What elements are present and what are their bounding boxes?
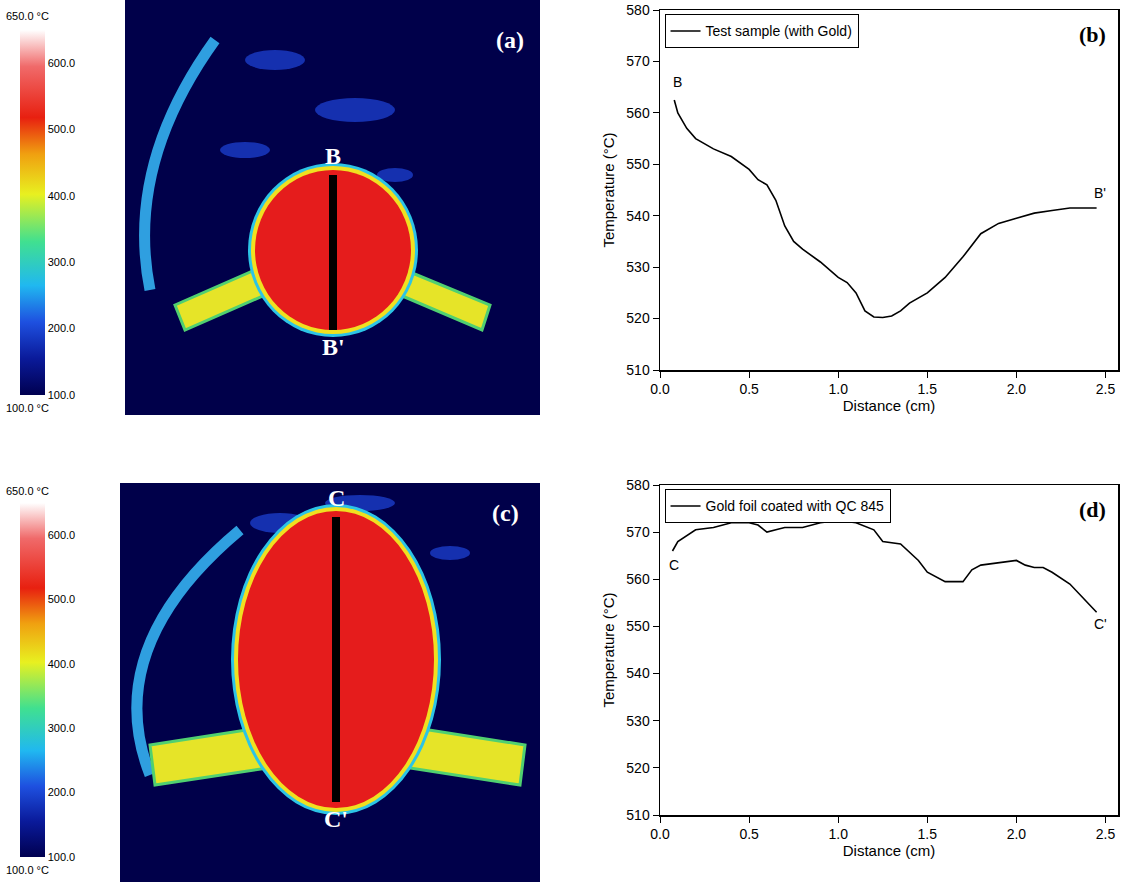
svg-text:200.0: 200.0 [48,786,76,798]
svg-text:540: 540 [626,665,650,681]
svg-text:530: 530 [626,713,650,729]
svg-text:100.0: 100.0 [48,389,76,401]
svg-text:580: 580 [626,2,650,18]
svg-text:580: 580 [626,477,650,493]
svg-text:570: 570 [626,53,650,69]
svg-text:C': C' [324,806,348,832]
svg-text:2.5: 2.5 [1096,826,1116,842]
svg-text:500.0: 500.0 [48,593,76,605]
svg-text:Test sample (with Gold): Test sample (with Gold) [706,23,852,39]
svg-text:Temperature (°C): Temperature (°C) [600,592,617,707]
svg-text:100.0 °C: 100.0 °C [6,864,49,876]
svg-text:600.0: 600.0 [48,529,76,541]
svg-text:(b): (b) [1079,22,1106,47]
svg-text:300.0: 300.0 [48,256,76,268]
svg-text:(d): (d) [1079,497,1106,522]
svg-text:Distance (cm): Distance (cm) [843,842,936,859]
svg-text:0.0: 0.0 [650,826,670,842]
svg-text:0.5: 0.5 [739,381,759,397]
svg-text:520: 520 [626,310,650,326]
svg-text:100.0: 100.0 [48,851,76,863]
svg-text:400.0: 400.0 [48,190,76,202]
svg-text:B': B' [1094,185,1106,201]
svg-text:560: 560 [626,105,650,121]
svg-text:510: 510 [626,362,650,378]
svg-text:1.0: 1.0 [828,826,848,842]
svg-text:300.0: 300.0 [48,722,76,734]
svg-text:Gold foil coated with QC 845: Gold foil coated with QC 845 [706,498,884,514]
svg-text:C: C [669,557,679,573]
svg-text:B: B [325,143,341,169]
svg-text:B': B' [322,334,345,360]
svg-text:2.0: 2.0 [1007,826,1027,842]
svg-text:B: B [673,74,682,90]
svg-text:530: 530 [626,259,650,275]
svg-text:650.0 °C: 650.0 °C [6,485,49,497]
svg-text:1.0: 1.0 [828,381,848,397]
svg-text:1.5: 1.5 [918,381,938,397]
svg-text:1.5: 1.5 [918,826,938,842]
svg-text:400.0: 400.0 [48,658,76,670]
svg-text:510: 510 [626,807,650,823]
svg-text:650.0 °C: 650.0 °C [6,10,49,22]
svg-text:0.5: 0.5 [739,826,759,842]
svg-text:550: 550 [626,156,650,172]
svg-text:550: 550 [626,618,650,634]
svg-text:C: C [328,485,345,511]
svg-text:100.0 °C: 100.0 °C [6,402,49,414]
svg-text:200.0: 200.0 [48,322,76,334]
svg-text:520: 520 [626,760,650,776]
svg-text:Distance (cm): Distance (cm) [843,397,936,414]
svg-text:560: 560 [626,571,650,587]
svg-text:570: 570 [626,524,650,540]
svg-text:2.5: 2.5 [1096,381,1116,397]
svg-text:0.0: 0.0 [650,381,670,397]
svg-text:540: 540 [626,208,650,224]
svg-text:(c): (c) [492,500,519,526]
svg-text:Temperature (°C): Temperature (°C) [600,132,617,247]
svg-text:2.0: 2.0 [1007,381,1027,397]
svg-text:500.0: 500.0 [48,123,76,135]
svg-text:C': C' [1094,616,1107,632]
svg-text:600.0: 600.0 [48,57,76,69]
svg-text:(a): (a) [496,27,524,53]
